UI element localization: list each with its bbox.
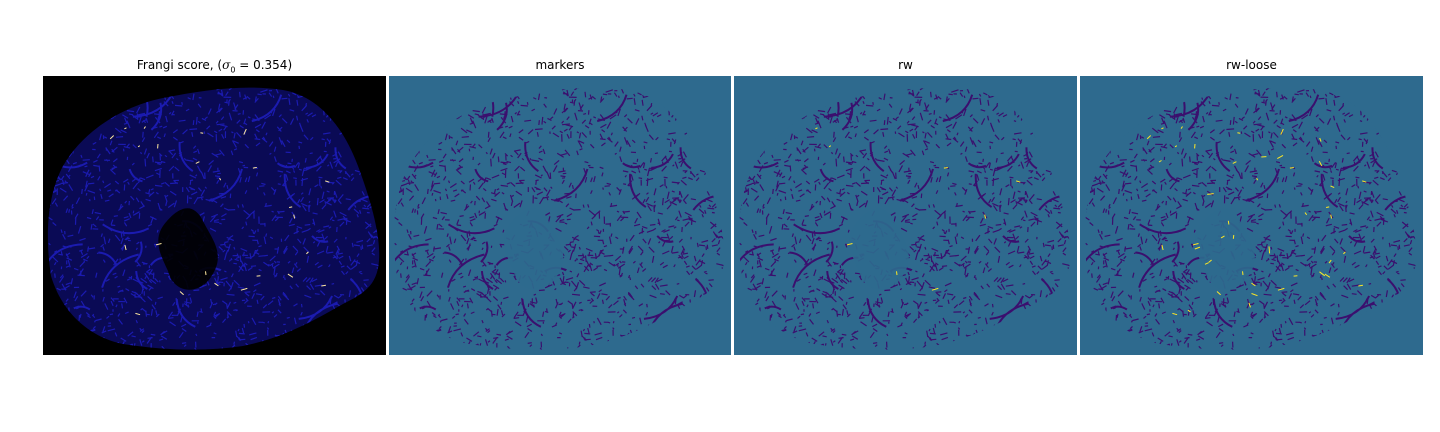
highlight-mark	[1192, 243, 1199, 246]
panel-title-rw: rw	[898, 58, 913, 72]
highlight-mark	[984, 214, 987, 219]
highlight-mark	[1180, 126, 1183, 129]
title-subscript: 0	[230, 65, 236, 75]
image-markers	[389, 76, 731, 355]
highlight-mark	[1256, 177, 1259, 181]
vessel-texture	[1084, 87, 1417, 350]
highlight-mark	[1232, 234, 1235, 239]
highlight-mark	[325, 180, 330, 183]
highlight-mark	[289, 206, 293, 208]
image-rw-loose	[1080, 76, 1423, 355]
title-suffix: = 0.354)	[235, 58, 293, 72]
highlight-mark	[931, 287, 939, 291]
vessel-texture	[738, 87, 1071, 350]
highlight-mark	[1174, 145, 1178, 148]
highlight-mark	[1194, 246, 1201, 250]
highlight-mark	[1251, 282, 1256, 287]
highlight-mark	[1343, 251, 1346, 255]
highlight-mark	[815, 127, 818, 130]
highlight-mark	[143, 126, 146, 129]
highlight-mark	[1232, 161, 1237, 164]
panel-rw: rw	[734, 0, 1077, 432]
highlight-mark	[1158, 160, 1162, 163]
title-prefix: Frangi score, (	[136, 58, 223, 72]
highlight-mark	[219, 177, 222, 181]
highlight-mark	[896, 271, 898, 276]
highlight-mark	[240, 287, 248, 291]
highlight-mark	[1216, 291, 1221, 296]
image-frangi-score	[43, 76, 386, 355]
highlight-mark	[109, 135, 115, 140]
highlight-mark	[1319, 137, 1322, 142]
panel-title-frangi: Frangi score, (σ0 = 0.354)	[43, 58, 386, 74]
highlight-mark	[1326, 206, 1330, 208]
highlight-mark	[287, 273, 294, 278]
highlight-mark	[205, 271, 207, 276]
highlight-mark	[321, 284, 326, 287]
highlight-mark	[306, 251, 309, 255]
panel-title-markers: markers	[535, 58, 585, 72]
highlight-mark	[124, 244, 127, 251]
panel-frangi: Frangi score, (σ0 = 0.354)	[43, 0, 386, 432]
highlight-mark	[1330, 214, 1333, 219]
highlight-mark	[1146, 135, 1152, 140]
highlight-mark	[1227, 220, 1230, 225]
highlight-mark	[828, 145, 832, 148]
highlight-mark	[1277, 287, 1285, 291]
highlight-mark	[1304, 212, 1308, 216]
highlight-mark	[846, 243, 853, 246]
highlight-mark	[1187, 309, 1191, 313]
highlight-mark	[1328, 259, 1332, 264]
image-rw	[734, 76, 1077, 355]
highlight-mark	[1319, 271, 1326, 277]
highlight-mark	[1220, 235, 1225, 239]
highlight-mark	[1242, 271, 1244, 276]
highlight-mark	[1362, 180, 1367, 183]
highlight-mark	[135, 312, 141, 316]
tissue-image-svg	[734, 76, 1077, 355]
panel-markers: markers	[389, 0, 731, 432]
highlight-mark	[155, 243, 162, 246]
tissue-image-svg	[1080, 76, 1423, 355]
highlight-mark	[1161, 244, 1164, 251]
highlight-mark	[1330, 185, 1335, 189]
highlight-mark	[1204, 262, 1209, 265]
highlight-mark	[137, 145, 141, 148]
highlight-mark	[214, 282, 219, 287]
highlight-mark	[1318, 160, 1323, 167]
highlight-mark	[1248, 302, 1251, 308]
highlight-mark	[293, 214, 296, 219]
vessel-texture	[47, 87, 380, 350]
vessel-texture	[393, 87, 725, 350]
tissue-image-svg	[389, 76, 731, 355]
highlight-mark	[1237, 132, 1241, 134]
highlight-mark	[1016, 180, 1021, 183]
highlight-mark	[1280, 128, 1284, 135]
highlight-mark	[1289, 167, 1294, 169]
highlight-mark	[1268, 246, 1271, 254]
highlight-mark	[252, 167, 257, 169]
highlight-mark	[195, 161, 200, 164]
highlight-mark	[179, 291, 184, 296]
highlight-mark	[1324, 273, 1331, 278]
highlight-mark	[1207, 193, 1214, 195]
highlight-mark	[943, 167, 948, 169]
highlight-mark	[1172, 312, 1178, 316]
highlight-mark	[1358, 284, 1363, 287]
highlight-mark	[1208, 259, 1212, 263]
title-sigma-symbol: σ	[222, 58, 231, 72]
highlight-mark	[243, 128, 247, 135]
highlight-mark	[1161, 127, 1164, 130]
highlight-mark	[1251, 293, 1258, 297]
tissue-image-svg	[43, 76, 386, 355]
panel-title-rw-loose: rw-loose	[1226, 58, 1277, 72]
highlight-mark	[1277, 154, 1284, 160]
panel-rw-loose: rw-loose	[1080, 0, 1423, 432]
highlight-mark	[124, 127, 127, 130]
highlight-mark	[200, 132, 204, 134]
